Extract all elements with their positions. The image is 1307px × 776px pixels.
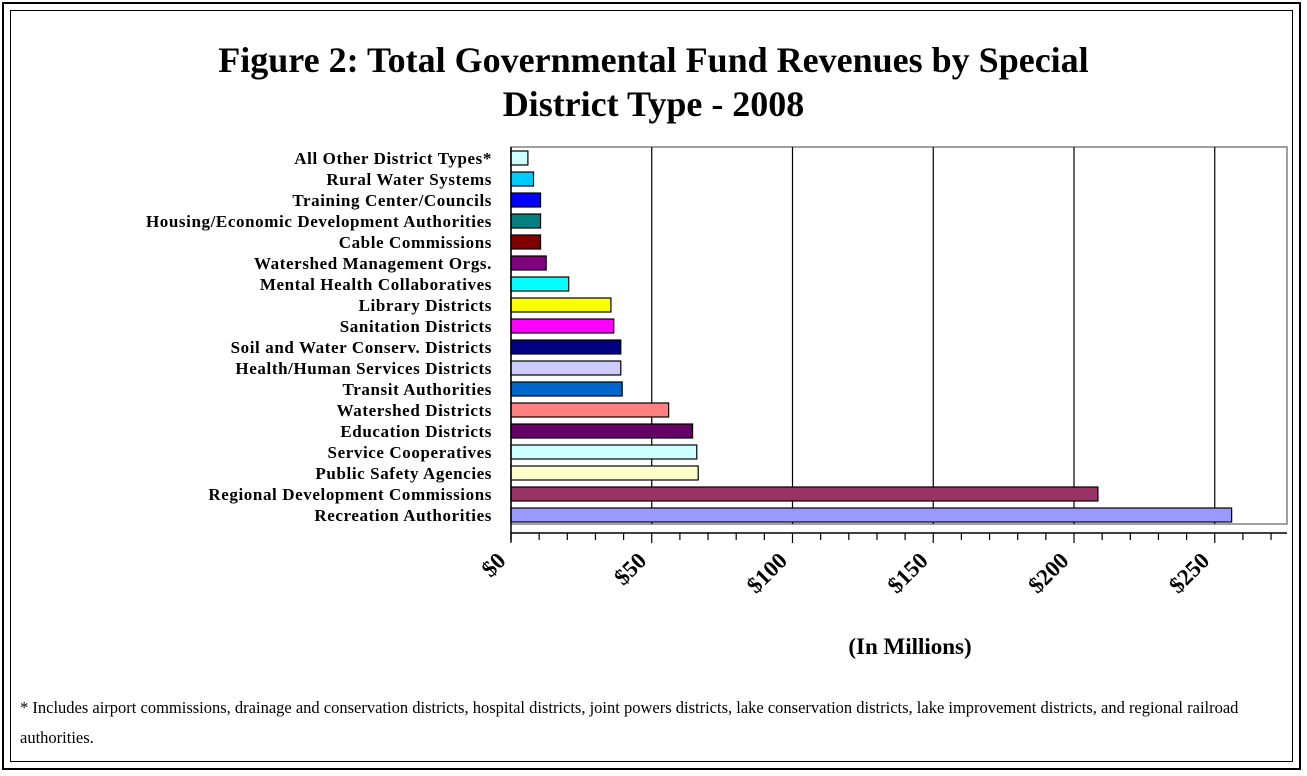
plot-border: [510, 146, 1288, 525]
bar: [510, 360, 622, 376]
bar: [510, 234, 542, 250]
category-label: Education Districts: [340, 422, 492, 441]
x-tick-label: $250: [1164, 548, 1214, 598]
category-label: Library Districts: [359, 296, 492, 315]
gridlines: [651, 147, 1216, 524]
bar: [510, 255, 547, 271]
category-label: Housing/Economic Development Authorities: [146, 212, 492, 231]
bar: [510, 192, 542, 208]
category-label: Mental Health Collaboratives: [260, 275, 492, 294]
figure-inner-border: [10, 10, 1293, 762]
bar: [510, 276, 570, 292]
chart-title: Figure 2: Total Governmental Fund Revenu…: [0, 38, 1307, 126]
x-tick-label: $0: [477, 548, 511, 582]
bar: [510, 318, 615, 334]
bar: [510, 507, 1233, 523]
bar: [510, 402, 670, 418]
x-tick-label: $100: [742, 548, 792, 598]
bar: [510, 297, 612, 313]
category-labels: All Other District Types* Rural Water Sys…: [146, 149, 492, 525]
bar: [510, 150, 529, 166]
chart-title-line-1: Figure 2: Total Governmental Fund Revenu…: [218, 40, 1089, 80]
category-label: Sanitation Districts: [340, 317, 492, 336]
bar: [510, 381, 623, 397]
category-label: Regional Development Commissions: [208, 485, 492, 504]
axes: [510, 147, 1287, 543]
category-label: All Other District Types*: [294, 149, 492, 168]
bar: [510, 423, 694, 439]
category-label: Soil and Water Conserv. Districts: [231, 338, 492, 357]
category-label: Watershed Management Orgs.: [254, 254, 492, 273]
chart-title-line-2: District Type - 2008: [502, 84, 805, 124]
x-tick-label: $50: [609, 548, 651, 590]
x-tick-label: $200: [1023, 548, 1073, 598]
bar: [510, 339, 622, 355]
x-tick-labels: $0 $50 $100 $150 $200 $250: [477, 548, 1215, 598]
category-label: Service Cooperatives: [328, 443, 492, 462]
x-axis-label: (In Millions): [848, 634, 971, 659]
bar-chart: All Other District Types* Rural Water Sys…: [146, 146, 1288, 659]
footnote: * Includes airport commissions, drainage…: [20, 698, 1239, 747]
category-label: Training Center/Councils: [292, 191, 492, 210]
category-label: Health/Human Services Districts: [235, 359, 492, 378]
bar: [510, 444, 698, 460]
category-label: Rural Water Systems: [326, 170, 492, 189]
plot-area: [510, 146, 1288, 525]
category-label: Cable Commissions: [339, 233, 492, 252]
category-label: Watershed Districts: [337, 401, 492, 420]
category-label: Transit Authorities: [343, 380, 492, 399]
bar: [510, 486, 1099, 502]
bar: [510, 465, 699, 481]
category-label: Recreation Authorities: [314, 506, 492, 525]
bar: [510, 213, 542, 229]
category-label: Public Safety Agencies: [315, 464, 492, 483]
bar: [510, 171, 535, 187]
x-tick-label: $150: [883, 548, 933, 598]
